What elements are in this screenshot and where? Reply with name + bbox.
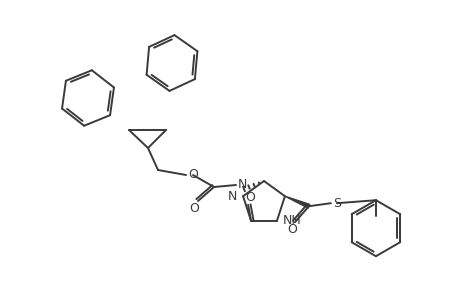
Text: N: N [227, 190, 236, 203]
Text: O: O [189, 202, 198, 214]
Text: N: N [237, 178, 246, 191]
Text: O: O [188, 169, 197, 182]
Text: NH: NH [282, 214, 301, 227]
Text: S: S [332, 197, 340, 210]
Polygon shape [284, 196, 309, 208]
Text: O: O [245, 191, 254, 204]
Text: O: O [286, 223, 296, 236]
